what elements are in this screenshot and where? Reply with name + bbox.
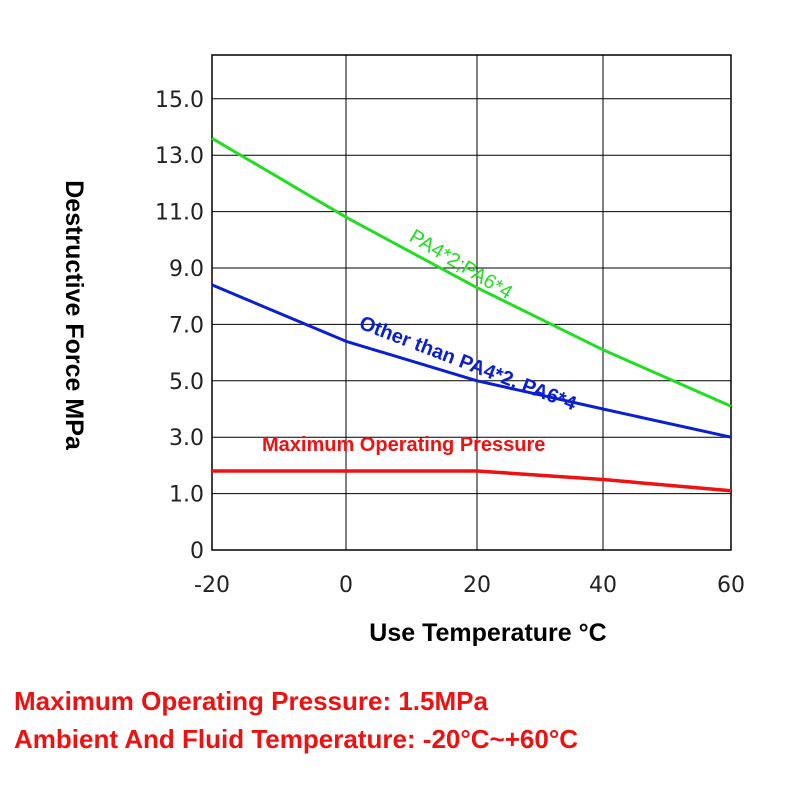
plot-frame (211, 54, 732, 551)
series-label-green: PA4*2;PA6*4 (405, 225, 516, 304)
y-tick-label: 15.0 (155, 88, 204, 113)
x-tick-labels: -20 0 20 40 60 (194, 573, 745, 598)
x-tick-label: 60 (717, 573, 745, 598)
y-tick-label: 3.0 (169, 426, 204, 451)
y-tick-labels: 0 1.0 3.0 5.0 7.0 9.0 11.0 13.0 15.0 (155, 88, 204, 564)
x-tick-label: 0 (339, 573, 353, 598)
x-axis-label: Use Temperature °C (369, 619, 606, 647)
series-line (212, 469, 732, 493)
series-line (211, 283, 732, 439)
y-axis-label: Destructive Force MPa (60, 180, 88, 451)
y-tick-label: 7.0 (169, 313, 204, 338)
y-tick-label: 0 (190, 539, 204, 564)
series-label-blue: Other than PA4*2, PA6*4 (356, 312, 580, 415)
series-line (211, 137, 732, 408)
note-max-pressure: Maximum Operating Pressure: 1.5MPa (14, 686, 488, 716)
y-tick-label: 5.0 (169, 370, 204, 395)
x-tick-label: -20 (194, 573, 230, 598)
y-tick-label: 9.0 (169, 257, 204, 282)
y-tick-label: 11.0 (155, 201, 204, 226)
note-temperature-range: Ambient And Fluid Temperature: -20°C~+60… (14, 724, 579, 754)
series-label-red: Maximum Operating Pressure (262, 434, 545, 456)
y-tick-label: 13.0 (155, 144, 204, 169)
x-tick-label: 40 (589, 573, 617, 598)
series-lines (211, 137, 732, 493)
grid (211, 54, 732, 551)
y-tick-label: 1.0 (169, 483, 204, 508)
x-tick-label: 20 (463, 573, 491, 598)
